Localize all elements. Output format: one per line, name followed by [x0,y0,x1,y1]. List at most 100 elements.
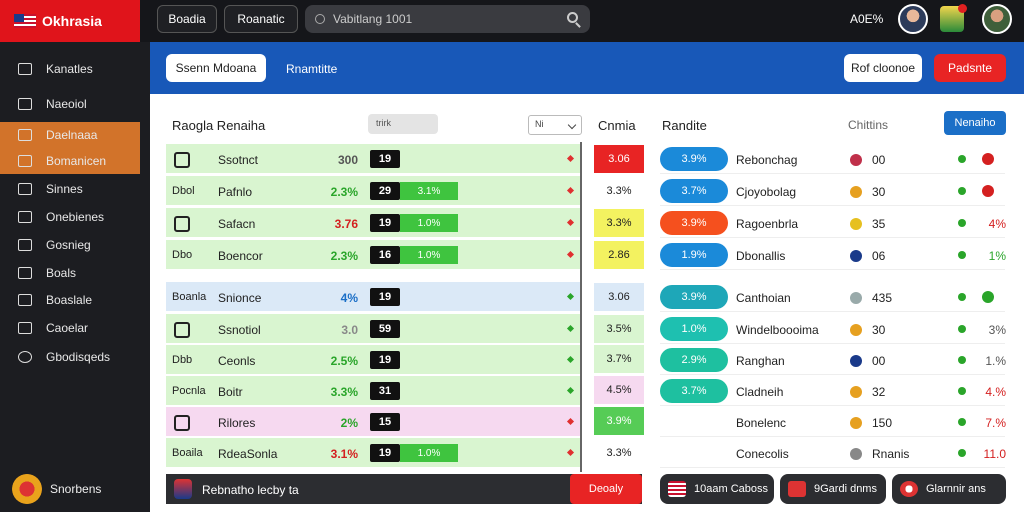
sidebar-item-bomanicen[interactable]: Bomanicen [0,148,140,174]
odds-cell[interactable]: 3.3% [594,177,644,205]
footer-button-2[interactable]: 9Gardi dnms [780,474,886,504]
table-row[interactable]: Dbb Ceonls 2.5% 19 [166,345,581,375]
sidebar-item-caoelar[interactable]: Caoelar [0,315,140,341]
team-icon [850,186,862,198]
item-change: 4.% [985,385,1006,399]
sidebar-footer[interactable]: Snorbens [12,474,101,504]
notification-icon[interactable] [940,4,967,32]
percent-chip[interactable]: 3.7% [660,379,728,403]
list-item[interactable]: 3.9% Canthoian 435 [660,282,1005,312]
table-row[interactable]: Rilores 2% 15 [166,407,581,437]
table-row[interactable]: Boaila RdeaSonla 3.1% 19 1.0% [166,438,581,468]
sort-select[interactable]: Ni [528,115,582,135]
footer-bar-text: Rebnatho lecby ta [202,483,299,497]
sidebar-item-gbodisqeds[interactable]: Gbodisqeds [0,344,140,370]
sidebar-item-boals[interactable]: Boals [0,260,140,286]
sidebar-item-kanatles[interactable]: Kanatles [0,56,140,82]
search-input[interactable]: Vabitlang 1001 [333,12,413,26]
banner-button-right-2[interactable]: Padsnte [934,54,1006,82]
team-icon [850,417,862,429]
stat-bar: 1.0% [400,246,458,264]
list-item[interactable]: 3.9% Ragoenbrla 35 4% [660,208,1006,238]
sidebar-item-gosnieg[interactable]: Gosnieg [0,232,140,258]
gear-icon [18,155,32,167]
percent-chip[interactable]: 2.9% [660,348,728,372]
table-row[interactable]: Ssnotiol 3.0 59 [166,314,581,344]
team-icon [850,355,862,367]
filter-select[interactable]: trirk [368,114,438,134]
shield-icon [18,294,32,306]
item-change: 1.% [985,354,1006,368]
table-row[interactable]: Ssotnct 300 19 [166,144,581,174]
top-button-1[interactable]: Boadia [157,5,217,33]
grid-icon [18,183,32,195]
team-name: Boencor [218,249,263,263]
status-icon [982,153,994,165]
banner-button-right-1[interactable]: Rof cloonoe [844,54,922,82]
top-button-2[interactable]: Roanatic [224,5,298,33]
item-change: 4% [988,217,1006,231]
table-row[interactable]: Safacn 3.76 19 1.0% [166,208,581,238]
list-item[interactable]: 3.7% Cladneih 32 4.% [660,376,1006,406]
status-dot-icon [958,219,966,227]
list-item[interactable]: Conecolis Rnanis 11.0 [660,438,1006,468]
item-name: Ragoenbrla [736,217,799,231]
odds-cell[interactable]: 3.06 [594,283,644,311]
top-bar: Okhrasia Boadia Roanatic Vabitlang 1001 … [0,0,1024,42]
list-item[interactable]: 1.0% Windelboooima 30 3% [660,314,1006,344]
percent-chip[interactable]: 3.9% [660,285,728,309]
table-row[interactable]: Dbol Pafnlo 2.3% 29 3.1% [166,176,581,206]
team-icon [850,324,862,336]
list-item[interactable]: 1.9% Dbonallis 06 1% [660,240,1006,270]
team-name: RdeaSonla [218,447,278,461]
item-count: 435 [872,291,893,305]
avatar[interactable] [898,4,928,34]
sidebar-item-naeoiol[interactable]: Naeoiol [0,91,140,117]
sidebar-item-daelnaaa[interactable]: Daelnaaa [0,122,140,148]
list-item[interactable]: 3.9% Rebonchag 00 [660,144,1005,174]
odds-cell[interactable]: 4.5% [594,376,644,404]
odds-cell[interactable]: 3.9% [594,407,644,435]
banner-tab[interactable]: Rnamtitte [286,62,338,76]
sidebar-item-onebienes[interactable]: Onebienes [0,204,140,230]
percent-chip[interactable]: 3.9% [660,147,728,171]
team-percent: 4% [340,291,358,305]
folder-icon [18,129,32,141]
avatar-secondary[interactable] [982,4,1012,34]
footer-button-1[interactable]: 10aam Caboss [660,474,774,504]
table-row[interactable]: Dbo Boencor 2.3% 16 1.0% [166,240,581,270]
list-item[interactable]: 2.9% Ranghan 00 1.% [660,345,1006,375]
team-percent: 300 [337,153,358,167]
odds-cell[interactable]: 3.3% [594,209,644,237]
odds-cell[interactable]: 3.06 [594,145,644,173]
team-crest-icon [174,415,190,431]
odds-cell[interactable]: 3.7% [594,345,644,373]
team-name: Pafnlo [218,185,253,199]
banner-button-left[interactable]: Ssenn Mdoana [166,54,266,82]
odds-cell[interactable]: 3.5% [594,315,644,343]
item-name: Conecolis [736,447,789,461]
footer-button-3[interactable]: Glarnnir ans [892,474,1006,504]
percent-chip[interactable]: 3.9% [660,211,728,235]
percent-chip[interactable]: 3.7% [660,179,728,203]
seal-icon [12,474,42,504]
percent-chip[interactable]: 1.9% [660,243,728,267]
app-logo[interactable]: Okhrasia [0,0,140,42]
left-section-title: Raogla Renaiha [172,118,266,133]
table-row[interactable]: Boanla Snionce 4% 19 [166,282,581,312]
sidebar-item-boaslale[interactable]: Boaslale [0,287,140,313]
search-bar[interactable]: Vabitlang 1001 [305,5,590,33]
right-section-label: Chittins [848,118,889,132]
right-section-button[interactable]: Nenaiho [944,111,1006,135]
item-count: 32 [872,385,886,399]
odds-cell[interactable]: 2.86 [594,241,644,269]
sidebar-item-label: Caoelar [46,321,89,335]
list-item[interactable]: Bonelenc 150 7.% [660,407,1006,437]
odds-cell[interactable]: 3.3% [594,439,644,467]
footer-bar-button[interactable]: Deoaly [570,474,642,504]
table-row[interactable]: Pocnla Boitr 3.3% 31 [166,376,581,406]
search-icon[interactable] [567,12,578,23]
percent-chip[interactable]: 1.0% [660,317,728,341]
sidebar-item-sinnes[interactable]: Sinnes [0,176,140,202]
list-item[interactable]: 3.7% Cjoyobolag 30 [660,176,1005,206]
